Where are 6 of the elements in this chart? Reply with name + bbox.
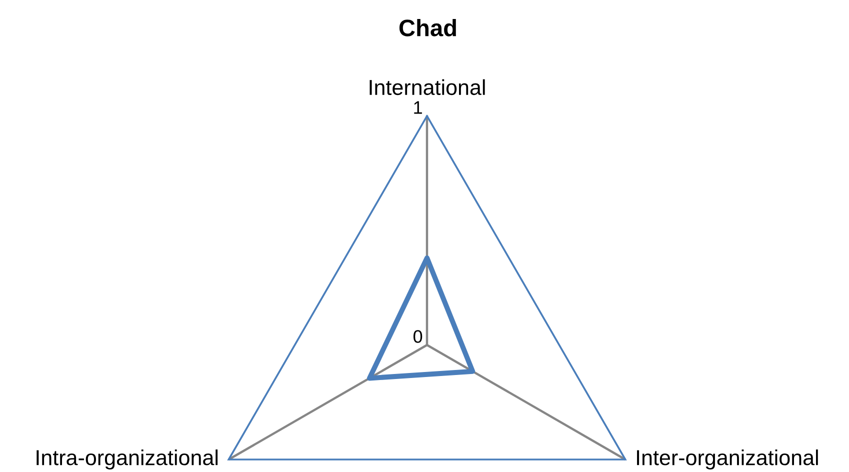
chart-title: Chad <box>399 18 456 36</box>
spoke-label: International <box>370 79 485 96</box>
spoke-label: Intra-organizational <box>36 449 218 470</box>
spoke-label: Inter-organizational <box>637 449 818 470</box>
y-tick-label: 1 <box>414 101 422 114</box>
y-tick-label: 0 <box>414 330 422 343</box>
